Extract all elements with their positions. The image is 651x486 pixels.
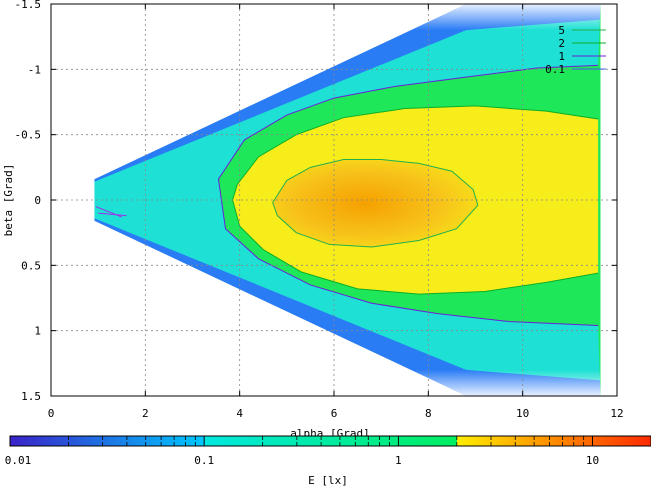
y-tick-label: -1.5 bbox=[15, 0, 42, 11]
y-axis-label: beta [Grad] bbox=[2, 164, 15, 237]
contour-line-1 bbox=[217, 64, 599, 326]
x-tick-label: 8 bbox=[425, 407, 432, 420]
grid-lines bbox=[51, 4, 617, 396]
colorbar-strip bbox=[9, 435, 651, 447]
colorbar-tick-label: 10 bbox=[586, 454, 599, 467]
x-tick-label: 0 bbox=[48, 407, 55, 420]
x-tick-label: 4 bbox=[236, 407, 243, 420]
y-tick-label: 0 bbox=[34, 194, 41, 207]
y-tick-label: -1 bbox=[28, 63, 41, 76]
y-tick-label: 0.5 bbox=[21, 259, 41, 272]
contour-fragment bbox=[95, 206, 127, 218]
colorbar-tick-label: 0.1 bbox=[194, 454, 214, 467]
colorbar-tick-label: 1 bbox=[395, 454, 402, 467]
y-tick-label: -0.5 bbox=[15, 129, 42, 142]
y-tick-label: 1 bbox=[34, 325, 41, 338]
x-tick-label: 2 bbox=[142, 407, 149, 420]
contour-line-5 bbox=[272, 158, 479, 248]
x-tick-label: 12 bbox=[610, 407, 623, 420]
x-tick-label: 10 bbox=[516, 407, 529, 420]
heat-region-above-5 bbox=[272, 159, 478, 248]
colorbar-tick-label: 0.01 bbox=[5, 454, 32, 467]
legend-label: 2 bbox=[558, 37, 565, 50]
legend-label: 0.1 bbox=[545, 63, 565, 76]
legend-label: 5 bbox=[558, 24, 565, 37]
y-tick-label: 1.5 bbox=[21, 390, 41, 403]
y-axis-ticks: -1.5 -1 -0.5 0 0.5 1 1.5 bbox=[15, 0, 617, 403]
colorbar-label: E [lx] bbox=[308, 474, 348, 486]
x-axis-ticks: 0 2 4 6 8 10 12 bbox=[48, 4, 624, 420]
colorbar: 0.01 0.1 1 10 bbox=[5, 435, 651, 467]
x-tick-label: 6 bbox=[331, 407, 338, 420]
legend-label: 1 bbox=[558, 50, 565, 63]
